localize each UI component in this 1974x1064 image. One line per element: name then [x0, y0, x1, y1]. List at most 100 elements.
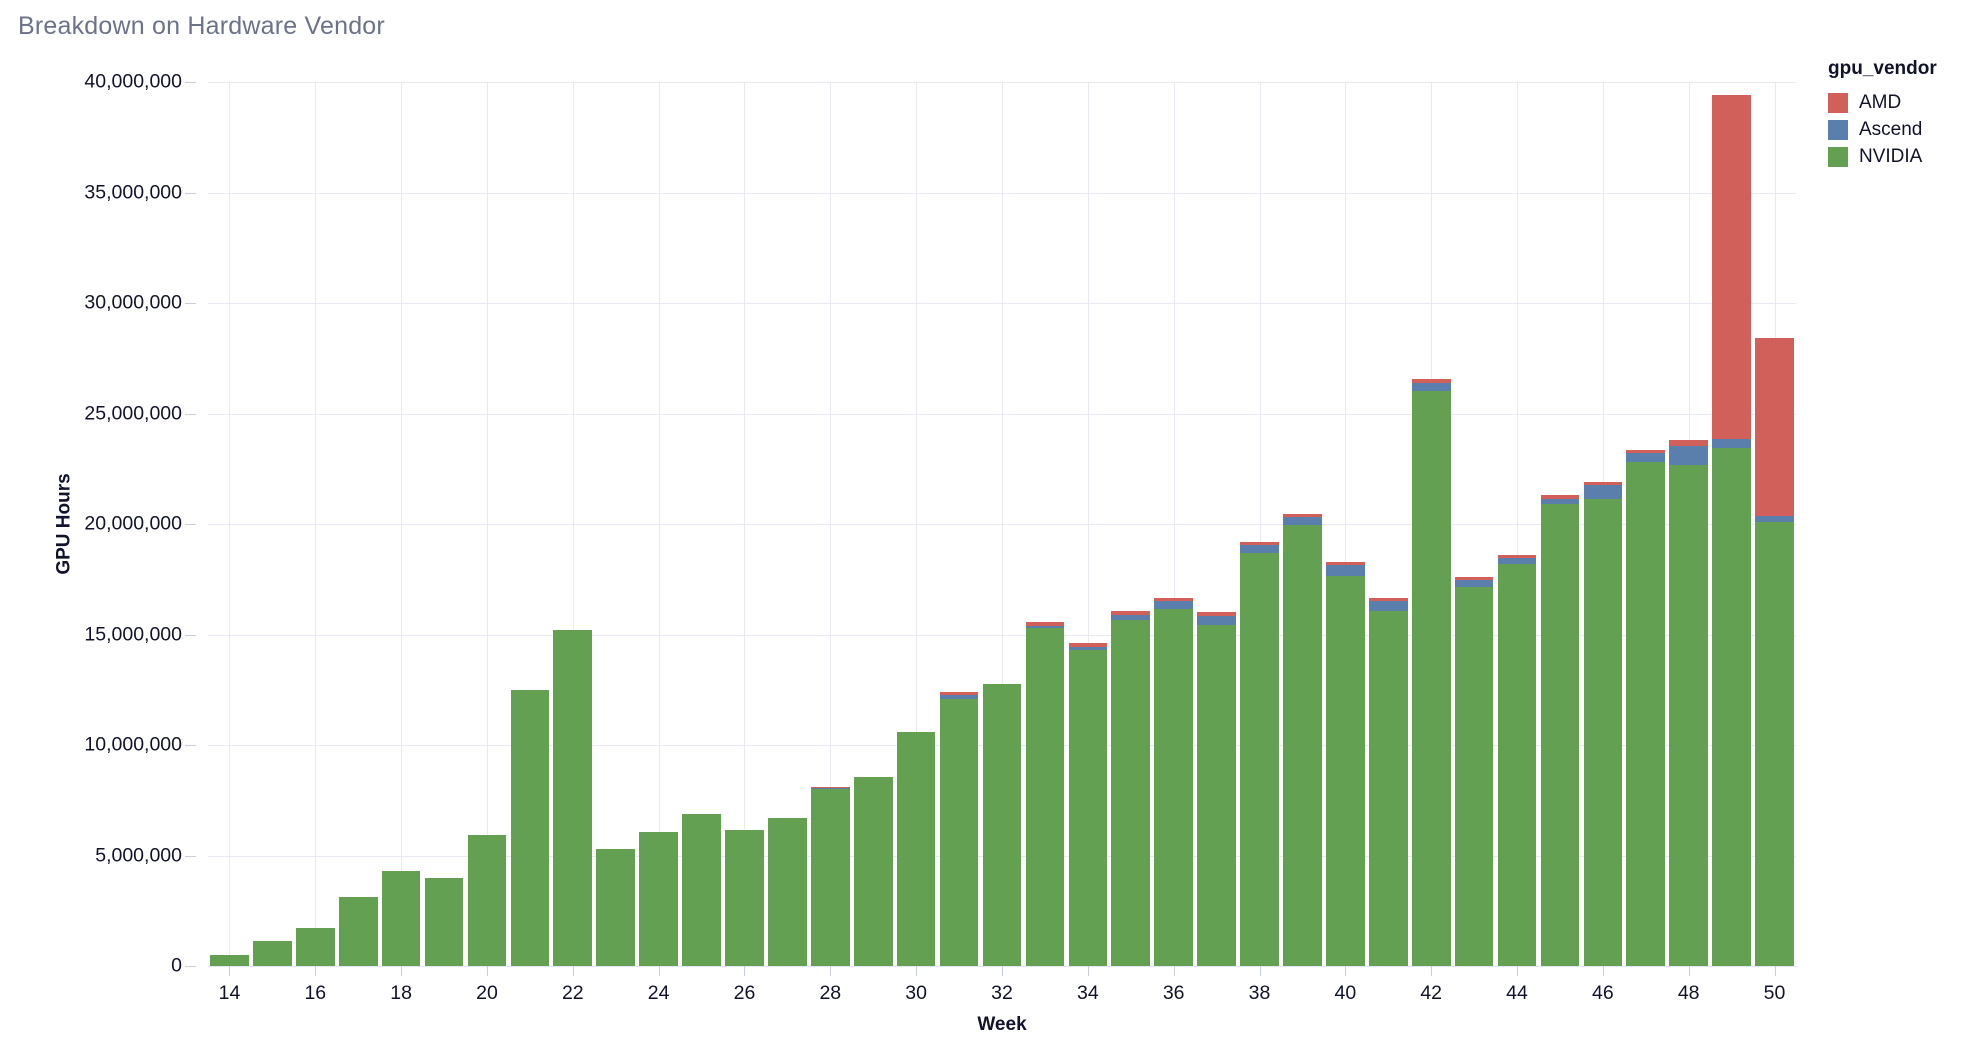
legend-item[interactable]: Ascend	[1828, 117, 1968, 143]
bar-group[interactable]	[982, 82, 1022, 966]
bar-segment-nvidia[interactable]	[1197, 624, 1236, 966]
bar-segment-nvidia[interactable]	[381, 870, 421, 966]
legend-item[interactable]: NVIDIA	[1828, 144, 1968, 170]
bar-group[interactable]	[1497, 82, 1537, 966]
bar-group[interactable]	[1454, 82, 1494, 966]
bar-segment-nvidia[interactable]	[553, 630, 593, 966]
bar-segment-amd[interactable]	[811, 786, 850, 789]
bar-segment-ascend[interactable]	[939, 695, 979, 699]
bar-segment-ascend[interactable]	[1326, 564, 1365, 576]
bar-segment-ascend[interactable]	[1454, 580, 1494, 587]
bar-segment-nvidia[interactable]	[596, 849, 636, 966]
bar-group[interactable]	[682, 82, 721, 966]
bar-group[interactable]	[1368, 82, 1408, 966]
bar-segment-nvidia[interactable]	[639, 832, 678, 966]
bar-segment-nvidia[interactable]	[253, 940, 292, 966]
bar-segment-ascend[interactable]	[1368, 601, 1408, 612]
bar-group[interactable]	[295, 82, 335, 966]
bar-segment-nvidia[interactable]	[1454, 586, 1494, 966]
bar-group[interactable]	[1197, 82, 1236, 966]
bar-segment-ascend[interactable]	[1283, 517, 1322, 526]
bar-segment-amd[interactable]	[1368, 598, 1408, 602]
bar-segment-amd[interactable]	[1068, 643, 1108, 647]
bar-segment-amd[interactable]	[1411, 379, 1451, 383]
bar-group[interactable]	[939, 82, 979, 966]
bar-segment-amd[interactable]	[1283, 514, 1322, 518]
bar-segment-nvidia[interactable]	[1669, 465, 1708, 966]
bar-group[interactable]	[1154, 82, 1193, 966]
bar-segment-amd[interactable]	[1755, 338, 1794, 517]
bar-segment-nvidia[interactable]	[1068, 649, 1108, 966]
bar-segment-nvidia[interactable]	[1368, 611, 1408, 966]
bar-segment-nvidia[interactable]	[1755, 521, 1794, 966]
bar-group[interactable]	[1583, 82, 1623, 966]
bar-segment-nvidia[interactable]	[210, 955, 249, 966]
bar-group[interactable]	[1712, 82, 1751, 966]
bar-segment-nvidia[interactable]	[853, 776, 893, 966]
bar-segment-nvidia[interactable]	[1497, 563, 1537, 966]
bar-group[interactable]	[210, 82, 249, 966]
bar-segment-amd[interactable]	[1540, 495, 1580, 499]
bar-group[interactable]	[381, 82, 421, 966]
bar-segment-nvidia[interactable]	[1626, 462, 1666, 966]
bar-segment-ascend[interactable]	[1197, 615, 1236, 625]
bar-group[interactable]	[510, 82, 550, 966]
bar-group[interactable]	[896, 82, 936, 966]
bar-group[interactable]	[853, 82, 893, 966]
bar-group[interactable]	[553, 82, 593, 966]
bar-group[interactable]	[1540, 82, 1580, 966]
bar-segment-ascend[interactable]	[1025, 625, 1065, 628]
bar-segment-amd[interactable]	[1197, 612, 1236, 616]
bar-segment-nvidia[interactable]	[424, 878, 464, 966]
bar-group[interactable]	[596, 82, 636, 966]
bar-segment-ascend[interactable]	[1411, 382, 1451, 392]
bar-group[interactable]	[725, 82, 764, 966]
bar-group[interactable]	[768, 82, 807, 966]
bar-segment-nvidia[interactable]	[1712, 447, 1751, 966]
bar-group[interactable]	[1025, 82, 1065, 966]
bar-group[interactable]	[1240, 82, 1279, 966]
bar-segment-nvidia[interactable]	[467, 834, 507, 966]
bar-segment-nvidia[interactable]	[1283, 525, 1322, 966]
bar-segment-amd[interactable]	[1111, 611, 1151, 615]
bar-segment-nvidia[interactable]	[682, 813, 721, 966]
bar-segment-nvidia[interactable]	[1025, 627, 1065, 966]
bar-segment-nvidia[interactable]	[510, 689, 550, 966]
bar-segment-nvidia[interactable]	[1411, 391, 1451, 966]
bar-segment-amd[interactable]	[1583, 482, 1623, 486]
bar-segment-ascend[interactable]	[1669, 445, 1708, 466]
bar-segment-ascend[interactable]	[1111, 614, 1151, 621]
bar-segment-nvidia[interactable]	[1240, 552, 1279, 966]
bar-segment-nvidia[interactable]	[1111, 620, 1151, 966]
bar-group[interactable]	[467, 82, 507, 966]
bar-segment-amd[interactable]	[1626, 449, 1666, 454]
bar-segment-amd[interactable]	[1454, 577, 1494, 581]
bar-segment-amd[interactable]	[1712, 95, 1751, 439]
bar-segment-nvidia[interactable]	[1326, 575, 1365, 966]
bar-group[interactable]	[1411, 82, 1451, 966]
bar-segment-ascend[interactable]	[1755, 516, 1794, 522]
bar-group[interactable]	[1068, 82, 1108, 966]
bar-segment-nvidia[interactable]	[939, 698, 979, 966]
bar-segment-amd[interactable]	[1326, 561, 1365, 565]
bar-group[interactable]	[639, 82, 678, 966]
bar-group[interactable]	[811, 82, 850, 966]
bar-segment-amd[interactable]	[1497, 554, 1537, 559]
bar-group[interactable]	[1283, 82, 1322, 966]
bar-segment-amd[interactable]	[1154, 598, 1193, 602]
bar-segment-amd[interactable]	[1025, 622, 1065, 626]
bar-segment-nvidia[interactable]	[295, 928, 335, 966]
bar-segment-ascend[interactable]	[1583, 485, 1623, 499]
bar-segment-nvidia[interactable]	[338, 897, 378, 966]
bar-group[interactable]	[1626, 82, 1666, 966]
bar-segment-nvidia[interactable]	[768, 818, 807, 966]
bar-segment-amd[interactable]	[939, 691, 979, 696]
bar-segment-amd[interactable]	[1240, 541, 1279, 545]
legend-item[interactable]: AMD	[1828, 90, 1968, 116]
bar-group[interactable]	[338, 82, 378, 966]
bar-segment-ascend[interactable]	[1712, 438, 1751, 448]
bar-segment-ascend[interactable]	[1240, 544, 1279, 553]
bar-group[interactable]	[1669, 82, 1708, 966]
bar-segment-amd[interactable]	[1669, 440, 1708, 446]
bar-segment-ascend[interactable]	[1068, 646, 1108, 650]
